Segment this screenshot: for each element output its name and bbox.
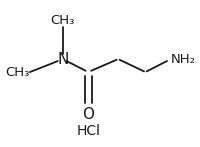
Text: NH₂: NH₂ (170, 53, 195, 66)
Text: N: N (57, 52, 68, 67)
Text: O: O (82, 107, 94, 122)
Text: HCl: HCl (76, 124, 100, 138)
Text: CH₃: CH₃ (50, 14, 75, 27)
Text: CH₃: CH₃ (6, 66, 30, 78)
